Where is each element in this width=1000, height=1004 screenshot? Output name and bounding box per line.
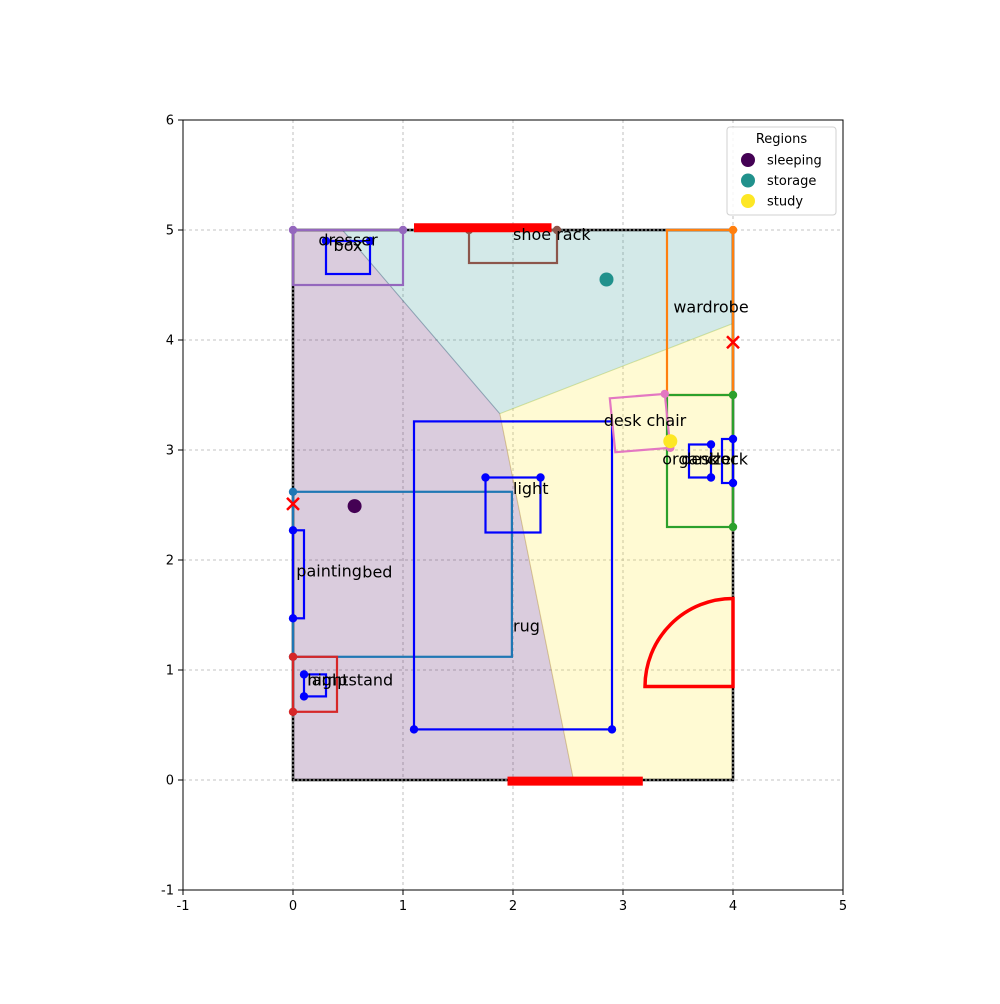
furniture-label-lamp: lamp xyxy=(307,670,347,689)
x-tick-label: -1 xyxy=(177,899,190,914)
furniture-nightstand xyxy=(291,655,339,713)
furniture-anchor-dot xyxy=(409,725,419,734)
furniture-light xyxy=(484,476,542,534)
furniture-label-box: box xyxy=(334,236,363,255)
legend-label-study: study xyxy=(767,195,803,210)
region-centroids xyxy=(347,272,678,514)
axes-frame: -1 0 1 2 3 4 5 -1 0 1 2 3 4 5 6 xyxy=(161,114,847,915)
furniture-label-shoe-rack: shoe rack xyxy=(513,225,591,244)
legend-label-storage: storage xyxy=(767,174,816,189)
y-tick-label: 3 xyxy=(166,444,174,459)
furniture-anchor-dot xyxy=(728,478,738,488)
x-marker xyxy=(286,497,300,511)
y-tick-label: -1 xyxy=(161,884,174,899)
centroid-sleeping xyxy=(347,499,362,514)
furniture-label-nightstand: nightstand xyxy=(307,670,393,689)
furniture-anchor-dot xyxy=(398,225,408,235)
furniture-clock xyxy=(720,437,735,485)
centroid-study xyxy=(663,434,678,449)
furniture-anchor-dot xyxy=(481,473,490,482)
furniture-label-organizer: organizer xyxy=(662,449,738,468)
furniture-anchor-dot xyxy=(321,236,331,246)
x-tick-label: 5 xyxy=(839,899,847,914)
x-tick-label: 2 xyxy=(509,899,517,914)
furniture-anchor-dot xyxy=(299,692,309,701)
legend-marker-sleeping xyxy=(741,153,755,167)
y-tick-label: 6 xyxy=(166,114,174,129)
furniture-anchor-dot xyxy=(536,473,545,482)
furniture-organizer xyxy=(687,443,713,479)
furniture-dresser xyxy=(291,228,405,287)
furniture-layer xyxy=(288,225,738,734)
legend-box xyxy=(726,126,837,216)
furniture-label-dresser: dresser xyxy=(318,230,378,249)
y-tick-label: 2 xyxy=(166,554,174,569)
region-areas xyxy=(292,229,734,781)
furniture-label-wardrobe: wardrobe xyxy=(673,298,748,317)
furniture-anchor-dot xyxy=(365,236,375,246)
furniture-anchor-dot xyxy=(288,614,298,623)
furniture-anchor-dot xyxy=(728,522,738,532)
furniture-lamp xyxy=(302,673,328,698)
furniture-anchor-dot xyxy=(660,389,669,399)
furniture-painting xyxy=(291,529,306,620)
furniture-anchor-dot xyxy=(299,670,309,679)
legend-marker-study xyxy=(741,194,755,208)
x-tick-label: 0 xyxy=(289,899,297,914)
furniture-anchor-dot xyxy=(728,390,738,400)
furniture-anchor-dot xyxy=(552,225,562,235)
door-swing xyxy=(643,596,735,689)
y-tick-label: 0 xyxy=(166,774,174,789)
furniture-box xyxy=(324,239,372,276)
furniture-label-clock: clock xyxy=(707,449,749,468)
legend-label-sleeping: sleeping xyxy=(767,154,822,169)
furniture-anchor-dot xyxy=(728,434,738,444)
furniture-anchor-dot xyxy=(288,526,298,535)
furniture-label-light: light xyxy=(513,479,548,498)
x-marker xyxy=(726,335,740,350)
furniture-anchor-dot xyxy=(706,440,716,449)
y-tick-label: 4 xyxy=(166,334,174,349)
furniture-anchor-dot xyxy=(288,652,298,661)
y-tick-label: 1 xyxy=(166,664,174,679)
legend: Regions sleeping storage study xyxy=(726,126,837,216)
y-tick-label: 5 xyxy=(166,224,174,239)
furniture-label-desk-chair: desk chair xyxy=(604,411,687,430)
furniture-anchor-dot xyxy=(288,487,298,496)
legend-marker-storage xyxy=(741,173,755,188)
furniture-rug xyxy=(412,420,614,731)
furniture-anchor-dot xyxy=(607,725,617,734)
furniture-anchor-dot xyxy=(728,225,738,235)
furniture-anchor-dot xyxy=(288,707,298,716)
x-tick-label: 1 xyxy=(399,899,407,914)
legend-title: Regions xyxy=(756,132,808,147)
centroid-storage xyxy=(599,272,614,287)
furniture-anchor-dot xyxy=(706,473,716,482)
x-tick-label: 3 xyxy=(619,899,627,914)
furniture-label-rug: rug xyxy=(513,617,540,636)
furniture-label-painting: painting xyxy=(296,562,362,581)
fixtures-layer xyxy=(286,223,740,786)
furniture-label-bed: bed xyxy=(362,563,392,582)
x-tick-label: 4 xyxy=(729,899,737,914)
furniture-label-desk: desk xyxy=(681,449,719,468)
furniture-anchor-dot xyxy=(288,225,298,235)
